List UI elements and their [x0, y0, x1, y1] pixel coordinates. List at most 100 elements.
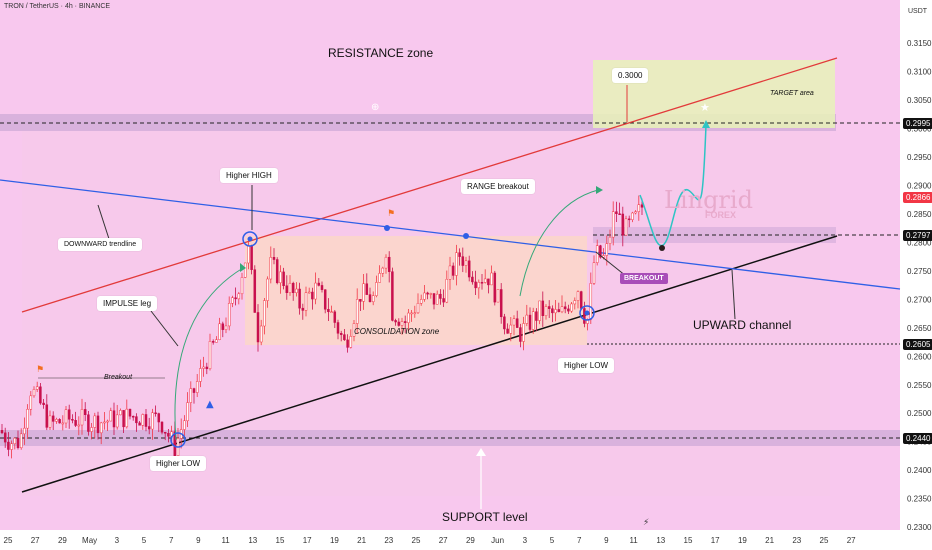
currency-label: USDT: [908, 8, 928, 15]
candle-body: [381, 267, 385, 274]
candle-body: [282, 271, 285, 286]
candle-body: [131, 415, 135, 418]
trendline-connector: [97, 204, 111, 243]
candle-body: [259, 325, 263, 343]
price-tag-2866: 0.2866: [903, 192, 932, 203]
candle-body: [467, 260, 471, 278]
y-tick-label: 0.2300: [907, 523, 932, 532]
candle-body: [435, 293, 439, 305]
candle-body: [455, 252, 458, 276]
breakout-connector: [595, 251, 627, 277]
candle-body: [192, 388, 196, 393]
candle-body: [442, 298, 445, 303]
candle-body: [378, 273, 381, 283]
y-tick-label: 0.3150: [907, 39, 932, 48]
candle-body: [323, 289, 327, 310]
candle-body: [0, 430, 4, 434]
candle-body: [365, 283, 369, 295]
candle-body: [615, 211, 618, 214]
higher-high-dot: [247, 236, 253, 242]
candle-body: [355, 299, 359, 324]
candle-body: [471, 276, 474, 283]
candle-body: [640, 204, 644, 208]
candle-body: [243, 262, 247, 278]
resistance-zone-label: RESISTANCE zone: [328, 46, 434, 60]
projection-path: [639, 124, 707, 247]
candle-body: [599, 245, 602, 258]
candle-body: [189, 388, 193, 403]
candle-body: [509, 324, 513, 334]
candle-body: [99, 422, 103, 434]
candle-body: [327, 309, 330, 313]
x-axis: 25 27 29 May 3 5 7 9 11 13 15 17 19 21 23 25 27 29 Jun 3 5 7 9…: [4, 536, 857, 545]
higher-high-label: Higher HIGH: [220, 168, 278, 183]
downward-trendline: [0, 179, 901, 290]
breakout-small-label: Breakout: [104, 374, 133, 381]
y-axis: 0.31500.31000.30500.30000.29500.29000.28…: [907, 39, 932, 532]
candle-body: [583, 308, 586, 324]
candle-body: [416, 303, 420, 314]
consolidation-zone-label: CONSOLIDATION zone: [354, 327, 440, 336]
candle-body: [215, 339, 218, 343]
upward-channel-label: UPWARD channel: [693, 318, 792, 332]
candle-body: [531, 311, 535, 330]
candle-body: [64, 409, 68, 424]
candle-body: [371, 295, 375, 303]
candle-body: [426, 292, 429, 295]
candle-body: [96, 415, 100, 434]
candle-body: [336, 322, 340, 334]
x-tick-label: 29: [466, 536, 475, 545]
candle-body: [624, 218, 628, 236]
x-tick-label: 13: [656, 536, 665, 545]
candle-body: [554, 309, 557, 314]
x-tick-label: 25: [412, 536, 421, 545]
x-tick-label: 21: [765, 536, 774, 545]
candle-body: [343, 334, 346, 341]
candle-body: [48, 415, 52, 428]
candle-body: [55, 419, 58, 422]
rocket-icon: ▲: [206, 399, 214, 410]
candle-body: [368, 294, 372, 303]
impulse-connector: [150, 310, 179, 347]
candle-body: [115, 414, 119, 428]
candle-body: [397, 321, 401, 326]
candle-body: [71, 419, 74, 421]
x-tick-label: 25: [820, 536, 829, 545]
watermark-sub: FOREX: [705, 210, 737, 220]
candle-body: [275, 259, 279, 284]
candle-body: [42, 402, 45, 405]
eye-icon: [659, 245, 665, 251]
flag-icon-mid: ⚑: [387, 209, 395, 219]
x-tick-label: 27: [439, 536, 448, 545]
candle-body: [26, 408, 29, 429]
candle-body: [458, 252, 461, 257]
candle-body: [16, 437, 20, 449]
candle-body: [23, 427, 26, 435]
range-breakout-arrow: [519, 189, 599, 297]
candle-body: [541, 300, 545, 316]
candle-body: [250, 245, 253, 270]
channel-connector: [731, 269, 736, 320]
candle-body: [138, 422, 141, 426]
candle-body: [375, 282, 378, 296]
candle-body: [535, 311, 538, 321]
candle-body: [144, 414, 148, 427]
candle-body: [83, 409, 87, 415]
candle-body: [563, 306, 567, 310]
y-tick-label: 0.2500: [907, 409, 932, 418]
candle-body: [77, 424, 81, 427]
candle-body: [480, 282, 484, 284]
candle-body: [163, 431, 167, 434]
candle-body: [74, 420, 77, 426]
candle-body: [576, 291, 580, 301]
candle-body: [528, 314, 532, 330]
x-tick-label: 19: [738, 536, 747, 545]
candle-body: [592, 262, 596, 284]
impulse-leg-label: IMPULSE leg: [97, 296, 158, 311]
candle-body: [567, 308, 570, 312]
higher-low-right-marker: [579, 305, 595, 321]
candle-body: [407, 312, 410, 323]
candle-body: [224, 325, 228, 330]
